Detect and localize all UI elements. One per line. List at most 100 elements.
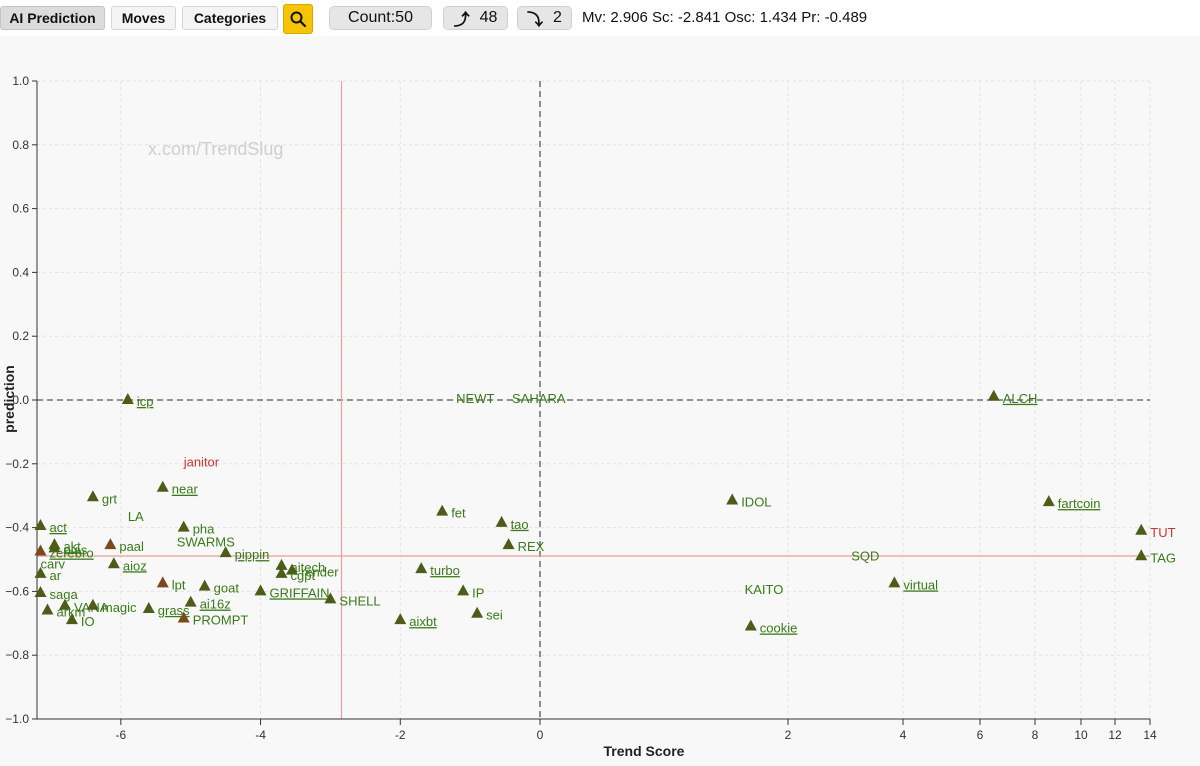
arrow-down-right-icon: ⤵ xyxy=(527,12,544,29)
x-tick-label: -4 xyxy=(255,728,266,742)
triangle-marker xyxy=(457,584,470,596)
data-points: icp NEWT SAHARA ALCH janitor near grt fet IDOL fa… xyxy=(34,389,1176,635)
point-newt: NEWT xyxy=(456,391,494,406)
point-label: PROMPT xyxy=(193,613,249,628)
point-shell: SHELL xyxy=(324,592,381,608)
triangle-marker xyxy=(495,515,508,527)
point-label: paal xyxy=(119,539,144,554)
y-axis-label: prediction xyxy=(1,365,17,433)
point-label: render xyxy=(301,565,339,580)
point-label: IDOL xyxy=(741,494,771,509)
point-fet: fet xyxy=(436,504,466,521)
y-tick-label: −0.4 xyxy=(5,521,29,535)
point-icp: icp xyxy=(121,393,154,409)
triangle-marker xyxy=(34,566,47,578)
point-act: act xyxy=(34,519,67,535)
magnifier-icon xyxy=(290,11,307,28)
point-label: TAG xyxy=(1150,550,1176,565)
point-label: ar xyxy=(49,568,61,583)
x-tick-label: -2 xyxy=(395,728,406,742)
y-tick-label: 1.0 xyxy=(12,74,29,88)
point-virtual: virtual xyxy=(888,576,938,592)
triangle-marker xyxy=(41,603,54,615)
triangle-marker xyxy=(888,576,901,588)
triangle-marker xyxy=(86,598,99,610)
count-label: Count:50 xyxy=(348,9,413,26)
down-count-badge[interactable]: ⤵ 2 xyxy=(517,6,572,30)
triangle-marker xyxy=(275,558,288,570)
point-ip: IP xyxy=(457,584,484,600)
toolbar: AI Prediction Moves Categories Count:50 … xyxy=(0,0,1200,36)
up-count-badge[interactable]: ⤴ 48 xyxy=(443,6,508,30)
point-label: TUT xyxy=(1150,525,1175,540)
point-label: aitech xyxy=(291,560,326,575)
triangle-marker xyxy=(65,613,78,625)
point-label: goat xyxy=(214,581,240,596)
triangle-marker xyxy=(394,613,407,625)
x-tick-label: 2 xyxy=(785,728,792,742)
point-ar: ar xyxy=(34,566,62,583)
point-label: SWARMS xyxy=(177,534,235,549)
point-tao: tao xyxy=(495,515,529,532)
point-tag: TAG xyxy=(1135,549,1176,565)
point-magic: magic xyxy=(86,598,137,615)
triangle-marker xyxy=(1135,549,1148,561)
triangle-marker xyxy=(142,601,155,613)
point-near: near xyxy=(156,480,198,497)
point-aixbt: aixbt xyxy=(394,613,437,629)
y-tick-label: 0.0 xyxy=(12,393,29,407)
point-alch: ALCH xyxy=(987,389,1038,406)
triangle-marker xyxy=(744,619,757,631)
y-tick-label: −0.6 xyxy=(5,584,29,598)
point-label: GRIFFAIN xyxy=(270,585,330,600)
triangle-marker xyxy=(275,566,288,578)
point-grass: grass xyxy=(142,601,190,618)
point-sqd: SQD xyxy=(851,549,879,564)
point-zerebro: zerebro xyxy=(34,544,94,561)
point-label: grass xyxy=(158,603,190,618)
point-label: ALCH xyxy=(1003,391,1038,406)
point-label: cookie xyxy=(760,620,798,635)
x-tick-label: 8 xyxy=(1032,728,1039,742)
point-label: LA xyxy=(128,509,144,524)
y-tick-label: −0.2 xyxy=(5,457,29,471)
triangle-marker xyxy=(184,595,197,607)
triangle-marker xyxy=(86,490,99,502)
point-label: KAITO xyxy=(745,582,784,597)
point-label: IP xyxy=(472,585,484,600)
y-tick-label: −0.8 xyxy=(5,648,29,662)
x-axis-label: Trend Score xyxy=(604,743,685,759)
search-button[interactable] xyxy=(283,4,313,34)
point-carv: carv xyxy=(40,557,65,572)
y-tick-label: 0.8 xyxy=(12,138,29,152)
point-label: arkm xyxy=(56,605,85,620)
triangle-marker xyxy=(471,606,484,618)
tab-categories[interactable]: Categories xyxy=(182,6,278,30)
point-label: IO xyxy=(81,614,95,629)
point-label: lpt xyxy=(172,577,186,592)
triangle-marker xyxy=(436,504,449,516)
point-aitech: aitech xyxy=(275,558,326,575)
point-label: icp xyxy=(137,394,154,409)
triangle-marker xyxy=(104,538,117,550)
tab-moves[interactable]: Moves xyxy=(111,6,176,30)
point-idol: IDOL xyxy=(726,493,772,509)
y-tick-label: 0.2 xyxy=(12,329,29,343)
point-label: ai16z xyxy=(200,597,231,612)
y-tick-label: 0.4 xyxy=(12,265,29,279)
point-label: SAHARA xyxy=(512,391,566,406)
triangle-marker xyxy=(1042,495,1055,507)
point-io: IO xyxy=(65,613,95,629)
tab-ai-prediction[interactable]: AI Prediction xyxy=(0,6,105,30)
point-turbo: turbo xyxy=(415,562,460,578)
point-label: aixbt xyxy=(409,614,437,629)
down-count: 2 xyxy=(553,9,562,26)
x-tick-label: 0 xyxy=(537,728,544,742)
point-label: magic xyxy=(102,600,137,615)
point-label: aioz xyxy=(123,558,147,573)
point-label: zerebro xyxy=(49,546,93,561)
point-label: olas xyxy=(63,542,87,557)
x-tick-label: 12 xyxy=(1108,728,1122,742)
point-label: NEWT xyxy=(456,391,494,406)
triangle-marker xyxy=(177,611,190,623)
